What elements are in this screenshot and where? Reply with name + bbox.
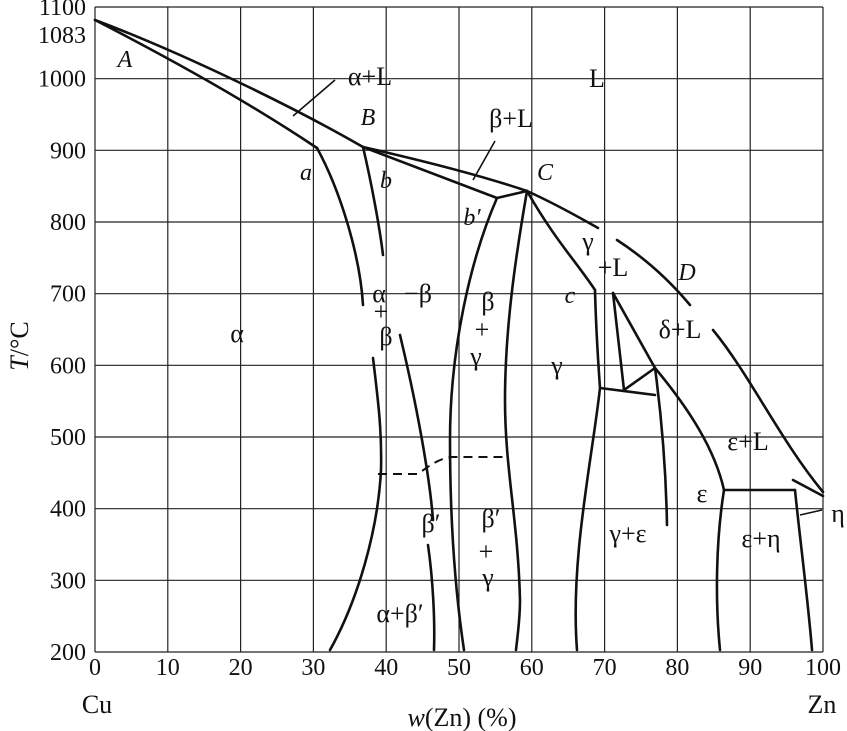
liquidus-d-upper (615, 238, 692, 307)
phase-label: α (372, 279, 386, 308)
beta-prime-lower (426, 543, 436, 652)
phase-label: γ (481, 563, 494, 592)
point-label: b (380, 168, 392, 194)
plot-grid (94, 6, 824, 653)
y-tick-label: 300 (50, 568, 86, 594)
y-tick-label-special: 1083 (38, 23, 86, 49)
phase-boundaries (93, 18, 825, 652)
x-tick-label: 50 (447, 655, 471, 681)
eta-boundary (793, 488, 814, 652)
phase-label: β′ (482, 504, 501, 533)
beta-gamma-left (448, 196, 499, 652)
phase-label: γ+ε (608, 519, 646, 548)
point-label: b′ (463, 205, 481, 231)
x-end-label-left: Cu (82, 690, 112, 719)
gamma-right (574, 288, 602, 652)
eta-liquidus (791, 478, 825, 498)
delta-right (653, 366, 726, 492)
y-tick-label: 900 (50, 138, 86, 164)
phase-label: + (479, 537, 494, 566)
leader-eta (799, 509, 823, 516)
phase-label: ε (697, 479, 708, 508)
x-end-label-right: Zn (808, 690, 837, 719)
x-axis-label: w(Zn) (%) (407, 703, 516, 731)
beta-gamma-right (503, 189, 529, 652)
phase-label: −β (404, 279, 432, 308)
phase-label: β+L (489, 104, 533, 133)
phase-label: η (831, 499, 845, 528)
phase-label: γ (469, 342, 482, 371)
phase-label: α+L (348, 62, 392, 91)
leader-alpha-l (292, 79, 336, 117)
beta-boundary-mid (398, 333, 435, 522)
gamma-right-upper (525, 189, 597, 292)
x-tick-label: 90 (738, 655, 762, 681)
solidus-a (93, 18, 319, 150)
x-tick-label: 80 (665, 655, 689, 681)
point-label: B (361, 105, 376, 131)
x-tick-label: 60 (520, 655, 544, 681)
leader-beta-l (472, 140, 496, 181)
phase-label: α+β′ (376, 599, 423, 628)
x-tick-label: 40 (374, 655, 398, 681)
y-tick-label: 500 (50, 425, 86, 451)
x-tick-label: 100 (805, 655, 841, 681)
y-tick-label: 200 (50, 640, 86, 666)
phase-label: L (589, 64, 605, 93)
y-tick-label: 1000 (38, 67, 86, 93)
epsilon-gamma (653, 366, 669, 527)
y-tick-label: 700 (50, 282, 86, 308)
phase-label: α (230, 319, 244, 348)
phase-label: γ (581, 227, 594, 256)
y-tick-label: 600 (50, 353, 86, 379)
phase-label: β (379, 322, 392, 351)
phase-label: ε+L (727, 427, 768, 456)
delta-left (611, 291, 626, 392)
point-label: A (116, 47, 133, 73)
phase-label: γ (550, 351, 563, 380)
phase-label: β (481, 287, 494, 316)
phase-label: ε+η (741, 524, 780, 553)
x-tick-label: 10 (156, 655, 180, 681)
phase-label: β′ (422, 509, 441, 538)
x-tick-label: 30 (301, 655, 325, 681)
point-label: D (677, 260, 695, 286)
epsilon-left (715, 488, 726, 652)
alpha-solvus-lower (328, 356, 383, 652)
liquidus-d-lower (711, 328, 825, 494)
peritectic-gamma (598, 386, 657, 397)
y-tick-label: 800 (50, 210, 86, 236)
point-label: a (300, 160, 312, 186)
alpha-solvus (315, 146, 365, 307)
x-tick-label: 0 (89, 655, 101, 681)
phase-label: +L (598, 253, 629, 282)
phase-label: + (475, 315, 490, 344)
ordering-dash (378, 456, 505, 475)
phase-label: δ+L (659, 315, 702, 344)
liquidus-c-d (525, 189, 600, 230)
point-label: C (537, 160, 554, 186)
liquidus-a-b (93, 18, 365, 149)
y-axis-label: T/°C (5, 321, 34, 370)
point-label: c (565, 283, 576, 309)
beta-boundary-left (361, 145, 385, 257)
x-tick-label: 20 (229, 655, 253, 681)
liquidus-b-c (361, 145, 529, 193)
tick-labels: 0 10 20 30 40 50 60 70 80 90 100 200 300 400 500 600 700… (38, 0, 841, 681)
y-tick-label: 400 (50, 497, 86, 523)
y-tick-label: 1100 (39, 0, 86, 21)
phase-label: + (374, 297, 389, 326)
x-tick-label: 70 (593, 655, 617, 681)
